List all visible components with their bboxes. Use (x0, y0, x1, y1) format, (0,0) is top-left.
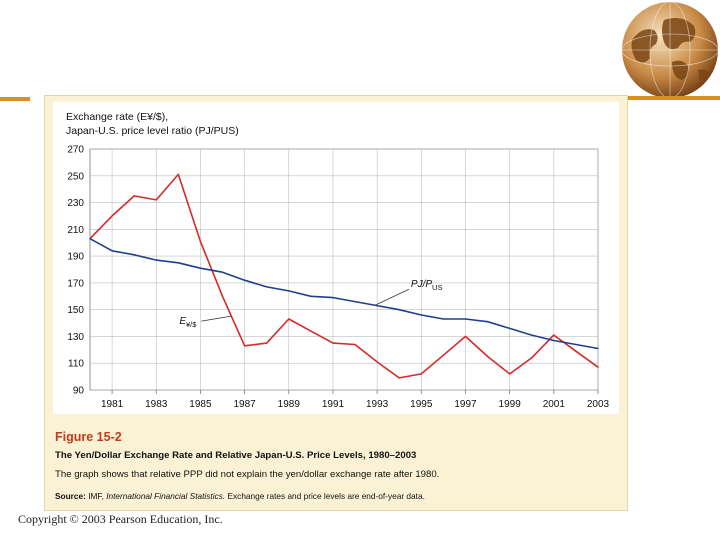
data-point (553, 334, 555, 336)
data-point (288, 318, 290, 320)
data-point (597, 366, 599, 368)
source-publication: International Financial Statistics. (106, 491, 226, 501)
y-tick-label: 170 (67, 278, 84, 289)
data-point (531, 334, 533, 336)
source-label: Source: (55, 491, 86, 501)
x-tick-label: 1987 (233, 399, 256, 410)
data-point (244, 345, 246, 347)
data-point (89, 238, 91, 240)
y-axis-label-line2: Japan-U.S. price level ratio (PJ/PUS) (66, 125, 239, 137)
copyright-notice: Copyright © 2003 Pearson Education, Inc. (18, 512, 223, 526)
data-point (244, 279, 246, 281)
y-tick-label: 130 (67, 332, 84, 343)
data-point (199, 267, 202, 269)
data-point (398, 377, 400, 379)
y-tick-label: 150 (67, 305, 84, 316)
data-point (509, 373, 511, 375)
series-line-exchange-rate (89, 173, 599, 379)
data-point (310, 330, 312, 332)
gridlines (89, 148, 599, 391)
data-point (442, 318, 444, 320)
x-tick-label: 2001 (543, 399, 566, 410)
data-point (177, 262, 179, 264)
y-tick-label: 250 (67, 171, 84, 182)
y-tick-label: 110 (68, 359, 84, 370)
data-point (575, 343, 577, 346)
data-point (266, 342, 268, 344)
annotation-label: PJ/PUS (411, 279, 443, 292)
x-tick-label: 1995 (410, 399, 433, 410)
y-tick-label: 90 (73, 386, 85, 397)
figure-description: The graph shows that relative PPP did no… (55, 469, 440, 480)
x-tick-label: 1983 (145, 399, 168, 410)
x-tick-label: 1981 (101, 399, 124, 410)
data-point (221, 295, 224, 297)
data-point (111, 250, 113, 252)
figure-source: Source: IMF, International Financial Sta… (55, 491, 425, 501)
data-point (464, 335, 467, 338)
globe-icon (621, 1, 719, 96)
accent-bar-right (628, 96, 720, 100)
data-point (509, 327, 511, 330)
data-point (486, 355, 489, 358)
data-point (354, 301, 356, 303)
x-tick-label: 2003 (587, 399, 610, 410)
y-tick-label: 230 (67, 198, 84, 209)
annotation-label: E¥/$ (179, 316, 197, 329)
x-tick-label: 1993 (366, 399, 389, 410)
y-axis-label-line1: Exchange rate (E¥/$), (66, 111, 168, 123)
x-tick-label: 1991 (322, 399, 345, 410)
data-point (442, 354, 444, 356)
accent-bar-left (0, 97, 30, 101)
annotation-leader (201, 315, 232, 322)
source-note: Exchange rates and price levels are end-… (227, 491, 425, 501)
data-point (133, 195, 135, 197)
x-tick-label: 1999 (499, 399, 522, 410)
source-ref: IMF, (88, 491, 104, 501)
y-axis-ticks: 90 110 130 150 170 190 210 230 250 270 (67, 145, 84, 397)
series-line-price-ratio (89, 237, 599, 350)
plot-frame (89, 148, 599, 391)
data-point (155, 199, 157, 201)
y-tick-label: 270 (67, 145, 84, 156)
data-point (376, 305, 378, 307)
data-point (464, 318, 467, 320)
data-point (155, 259, 157, 261)
y-tick-label: 190 (67, 252, 84, 263)
data-point (575, 350, 577, 352)
data-point (288, 290, 290, 292)
data-point (332, 342, 334, 344)
data-point (531, 357, 533, 359)
data-point (266, 286, 268, 288)
data-point (221, 271, 224, 273)
series-lines (89, 173, 599, 379)
data-point (486, 321, 489, 323)
x-tick-label: 1985 (189, 399, 212, 410)
data-point (420, 373, 422, 375)
data-point (376, 361, 378, 363)
data-point (398, 309, 400, 311)
data-point (177, 173, 179, 176)
data-point (553, 339, 555, 342)
figure-title: The Yen/Dollar Exchange Rate and Relativ… (55, 450, 417, 461)
data-point (111, 215, 113, 217)
data-point (310, 295, 312, 297)
x-tick-label: 1989 (278, 399, 301, 410)
y-tick-label: 210 (67, 225, 84, 236)
data-point (332, 297, 334, 299)
data-point (133, 254, 135, 256)
series-annotations: E¥/$ PJ/PUS (179, 279, 442, 329)
data-point (354, 343, 356, 346)
x-tick-label: 1997 (454, 399, 477, 410)
x-axis-ticks: 1981 1983 1985 1987 1989 1991 1993 1995 1997 1999… (101, 390, 610, 410)
data-point (597, 347, 599, 350)
figure-number: Figure 15-2 (55, 430, 122, 444)
data-point (420, 314, 422, 316)
data-point (199, 240, 202, 242)
annotation-leader (374, 288, 410, 306)
